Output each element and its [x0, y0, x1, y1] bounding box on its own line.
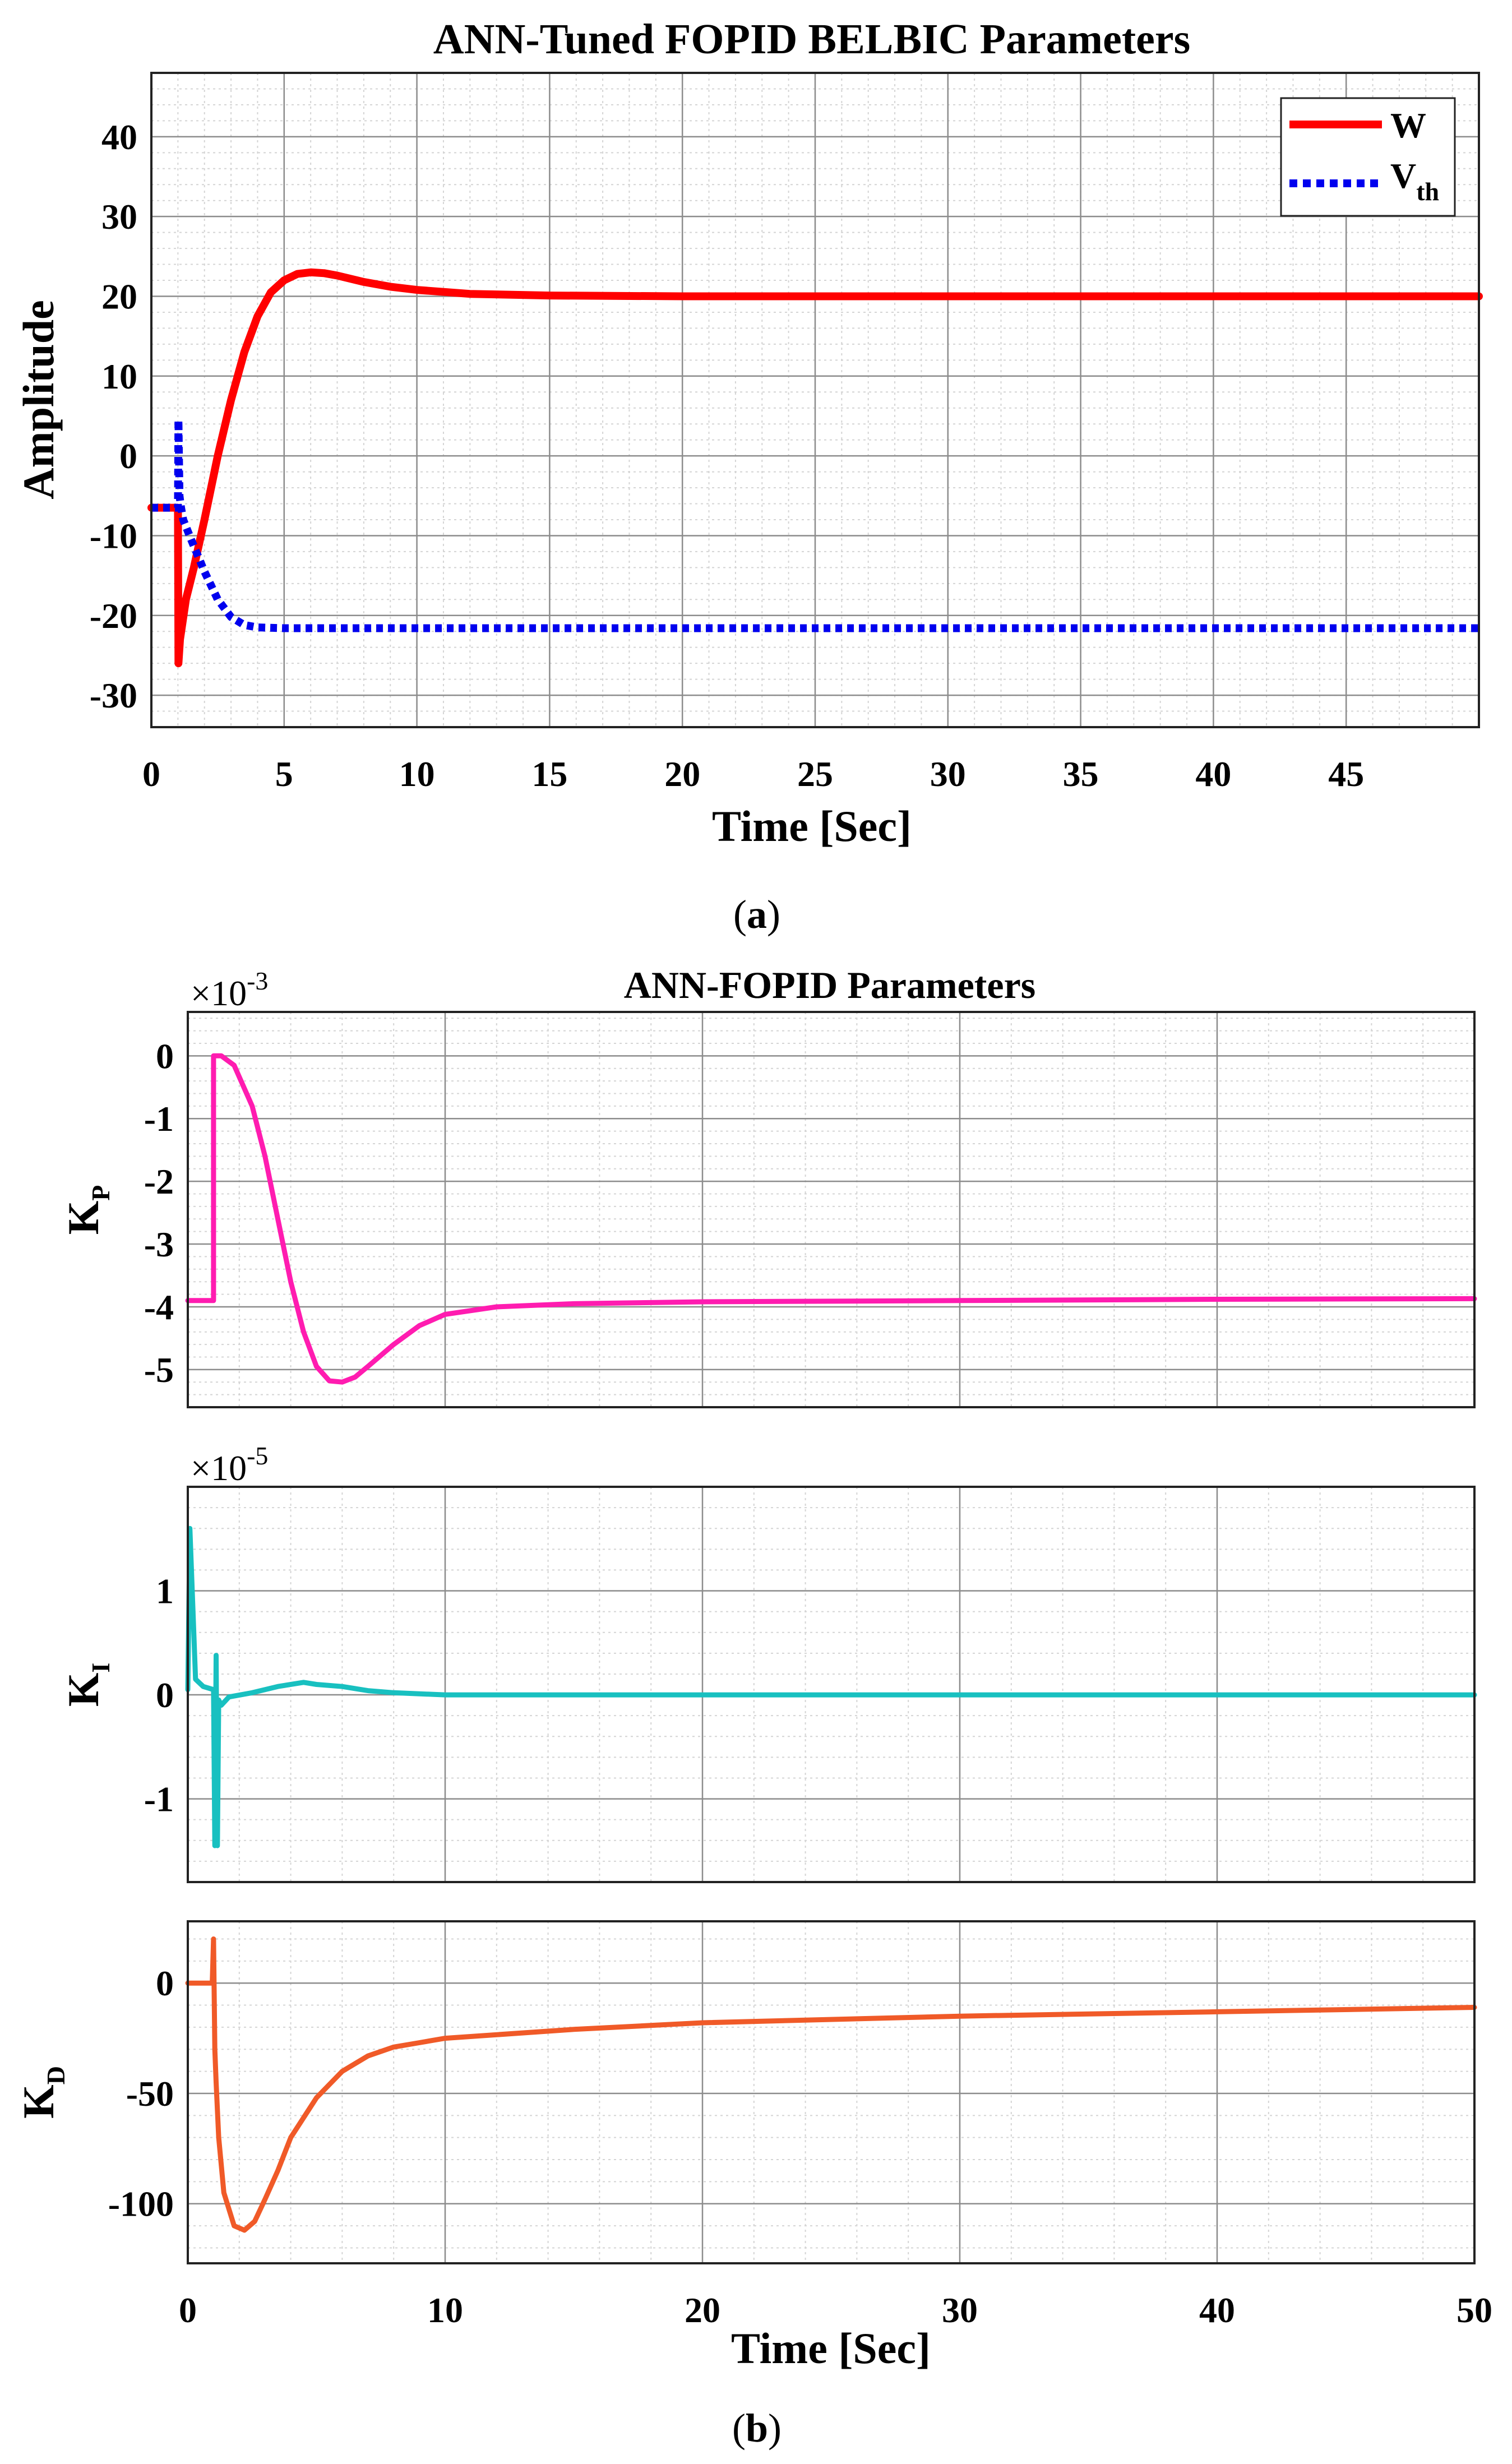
x-tick-label: 15 [531, 754, 567, 794]
chart-a-axes-box [150, 72, 1480, 728]
chart-kd-y-axis-label: KD [14, 2066, 70, 2119]
x-tick-label: 35 [1063, 754, 1099, 794]
x-tick-label: 40 [1199, 2290, 1235, 2330]
chart-a-x-axis-label: Time [Sec] [712, 802, 912, 850]
legend-vth-main: V [1390, 156, 1416, 196]
y-tick-label: 0 [156, 1675, 174, 1715]
y-tick-label: 10 [101, 357, 137, 396]
ki-ylabel-sub: I [86, 1663, 115, 1673]
x-tick-label: 10 [399, 754, 435, 794]
x-tick-label: 30 [942, 2290, 978, 2330]
y-tick-label: -20 [90, 596, 137, 636]
chart-kd-grid [187, 1921, 1476, 2263]
x-tick-label: 5 [275, 754, 293, 794]
y-tick-label: -1 [144, 1779, 174, 1819]
chart-a-x-tick-labels: 0 5 10 15 20 25 30 35 40 45 [142, 754, 1364, 794]
x-tick-label: 30 [930, 754, 966, 794]
y-tick-label: -4 [144, 1287, 174, 1327]
x-tick-label: 0 [142, 754, 160, 794]
chart-ki-y-tick-labels: -1 0 1 [144, 1571, 174, 1819]
series-line-v-th [151, 416, 1479, 632]
panel-a: ANN-Tuned FOPID BELBIC Parameters 0 5 10 15… [14, 16, 1483, 937]
y-tick-label: -100 [108, 2184, 174, 2224]
subplot-label-a: (a) [733, 892, 780, 937]
ki-exponent-base: ×10 [191, 1448, 247, 1488]
ki-ylabel-main: K [59, 1672, 108, 1707]
y-tick-label: 40 [101, 117, 137, 157]
chart-a-title: ANN-Tuned FOPID BELBIC Parameters [433, 16, 1190, 63]
chart-a-series [147, 268, 1483, 668]
panel-b-ki: ×10-5 -1 0 1 KI [59, 1441, 1477, 1883]
chart-a-y-tick-labels: -30 -20 -10 0 10 20 30 40 [90, 117, 137, 715]
chart-ki-series [185, 1525, 1477, 1848]
y-tick-label: 30 [101, 197, 137, 237]
x-tick-label: 20 [685, 2290, 720, 2330]
subplot-b-letter: b [746, 2406, 768, 2451]
y-tick-label: -30 [90, 676, 137, 715]
kp-exponent-base: ×10 [191, 973, 247, 1013]
chart-kp-series [185, 1053, 1477, 1385]
series-line-k-d [185, 1936, 1477, 2233]
panel-b-kp: ANN-FOPID Parameters ×10-3 -5-4-3-2-10 K… [59, 964, 1477, 1408]
legend-vth-sub: th [1416, 177, 1439, 206]
y-tick-label: 0 [119, 436, 137, 476]
chart-kd-x-tick-labels: 0 10 20 30 40 50 [179, 2290, 1492, 2330]
x-tick-label: 45 [1328, 754, 1364, 794]
kd-ylabel-sub: D [41, 2066, 70, 2084]
chart-a-y-axis-label: Amplitude [14, 300, 63, 499]
y-tick-label: -50 [126, 2074, 174, 2114]
y-tick-label: -10 [90, 516, 137, 556]
kp-ylabel-main: K [59, 1200, 108, 1235]
legend-box [1280, 97, 1456, 217]
x-tick-label: 40 [1195, 754, 1231, 794]
y-tick-label: -5 [144, 1350, 174, 1390]
panel-b-kd: -100 -50 0 0 10 20 30 40 50 Time [Sec] KD (b) [14, 1920, 1492, 2451]
chart-kd-y-tick-labels: -100 -50 0 [108, 1963, 174, 2224]
x-tick-label: 10 [427, 2290, 463, 2330]
legend-vth-label: Vth [1390, 156, 1439, 206]
chart-kp-y-tick-labels: -5 -4 -3 -2 -1 0 [144, 1036, 174, 1390]
y-tick-label: -3 [144, 1224, 174, 1264]
chart-kp-y-axis-label: KP [59, 1185, 115, 1235]
y-tick-label: 1 [156, 1571, 174, 1611]
series-line-k-p [185, 1053, 1477, 1385]
kp-ylabel-sub: P [86, 1185, 115, 1201]
chart-kp-axes-box [187, 1011, 1476, 1408]
subplot-a-letter: a [747, 892, 767, 937]
x-tick-label: 50 [1456, 2290, 1492, 2330]
chart-ki-y-axis-label: KI [59, 1663, 115, 1707]
y-tick-label: 0 [156, 1036, 174, 1076]
x-tick-label: 25 [797, 754, 833, 794]
chart-kd-axes-box [187, 1920, 1476, 2264]
legend-w-label: W [1390, 105, 1426, 145]
kp-exponent: ×10-3 [191, 967, 268, 1013]
chart-kd-series [185, 1936, 1477, 2233]
ki-exponent-power: -5 [247, 1441, 268, 1470]
subplot-label-b: (b) [732, 2406, 782, 2451]
series-line-k-i [185, 1525, 1477, 1848]
chart-a-legend: W Vth [1280, 97, 1456, 217]
chart-b-title: ANN-FOPID Parameters [624, 964, 1036, 1006]
y-tick-label: 0 [156, 1963, 174, 2003]
chart-kd-x-axis-label: Time [Sec] [731, 2324, 931, 2373]
y-tick-label: 20 [101, 276, 137, 316]
x-tick-label: 0 [179, 2290, 197, 2330]
ki-exponent: ×10-5 [191, 1441, 268, 1488]
x-tick-label: 20 [664, 754, 700, 794]
y-tick-label: -2 [144, 1162, 174, 1201]
series-line-w [147, 268, 1483, 668]
kd-ylabel-main: K [14, 2084, 63, 2119]
kp-exponent-power: -3 [247, 967, 268, 995]
chart-ki-axes-box [187, 1486, 1476, 1883]
y-tick-label: -1 [144, 1099, 174, 1139]
